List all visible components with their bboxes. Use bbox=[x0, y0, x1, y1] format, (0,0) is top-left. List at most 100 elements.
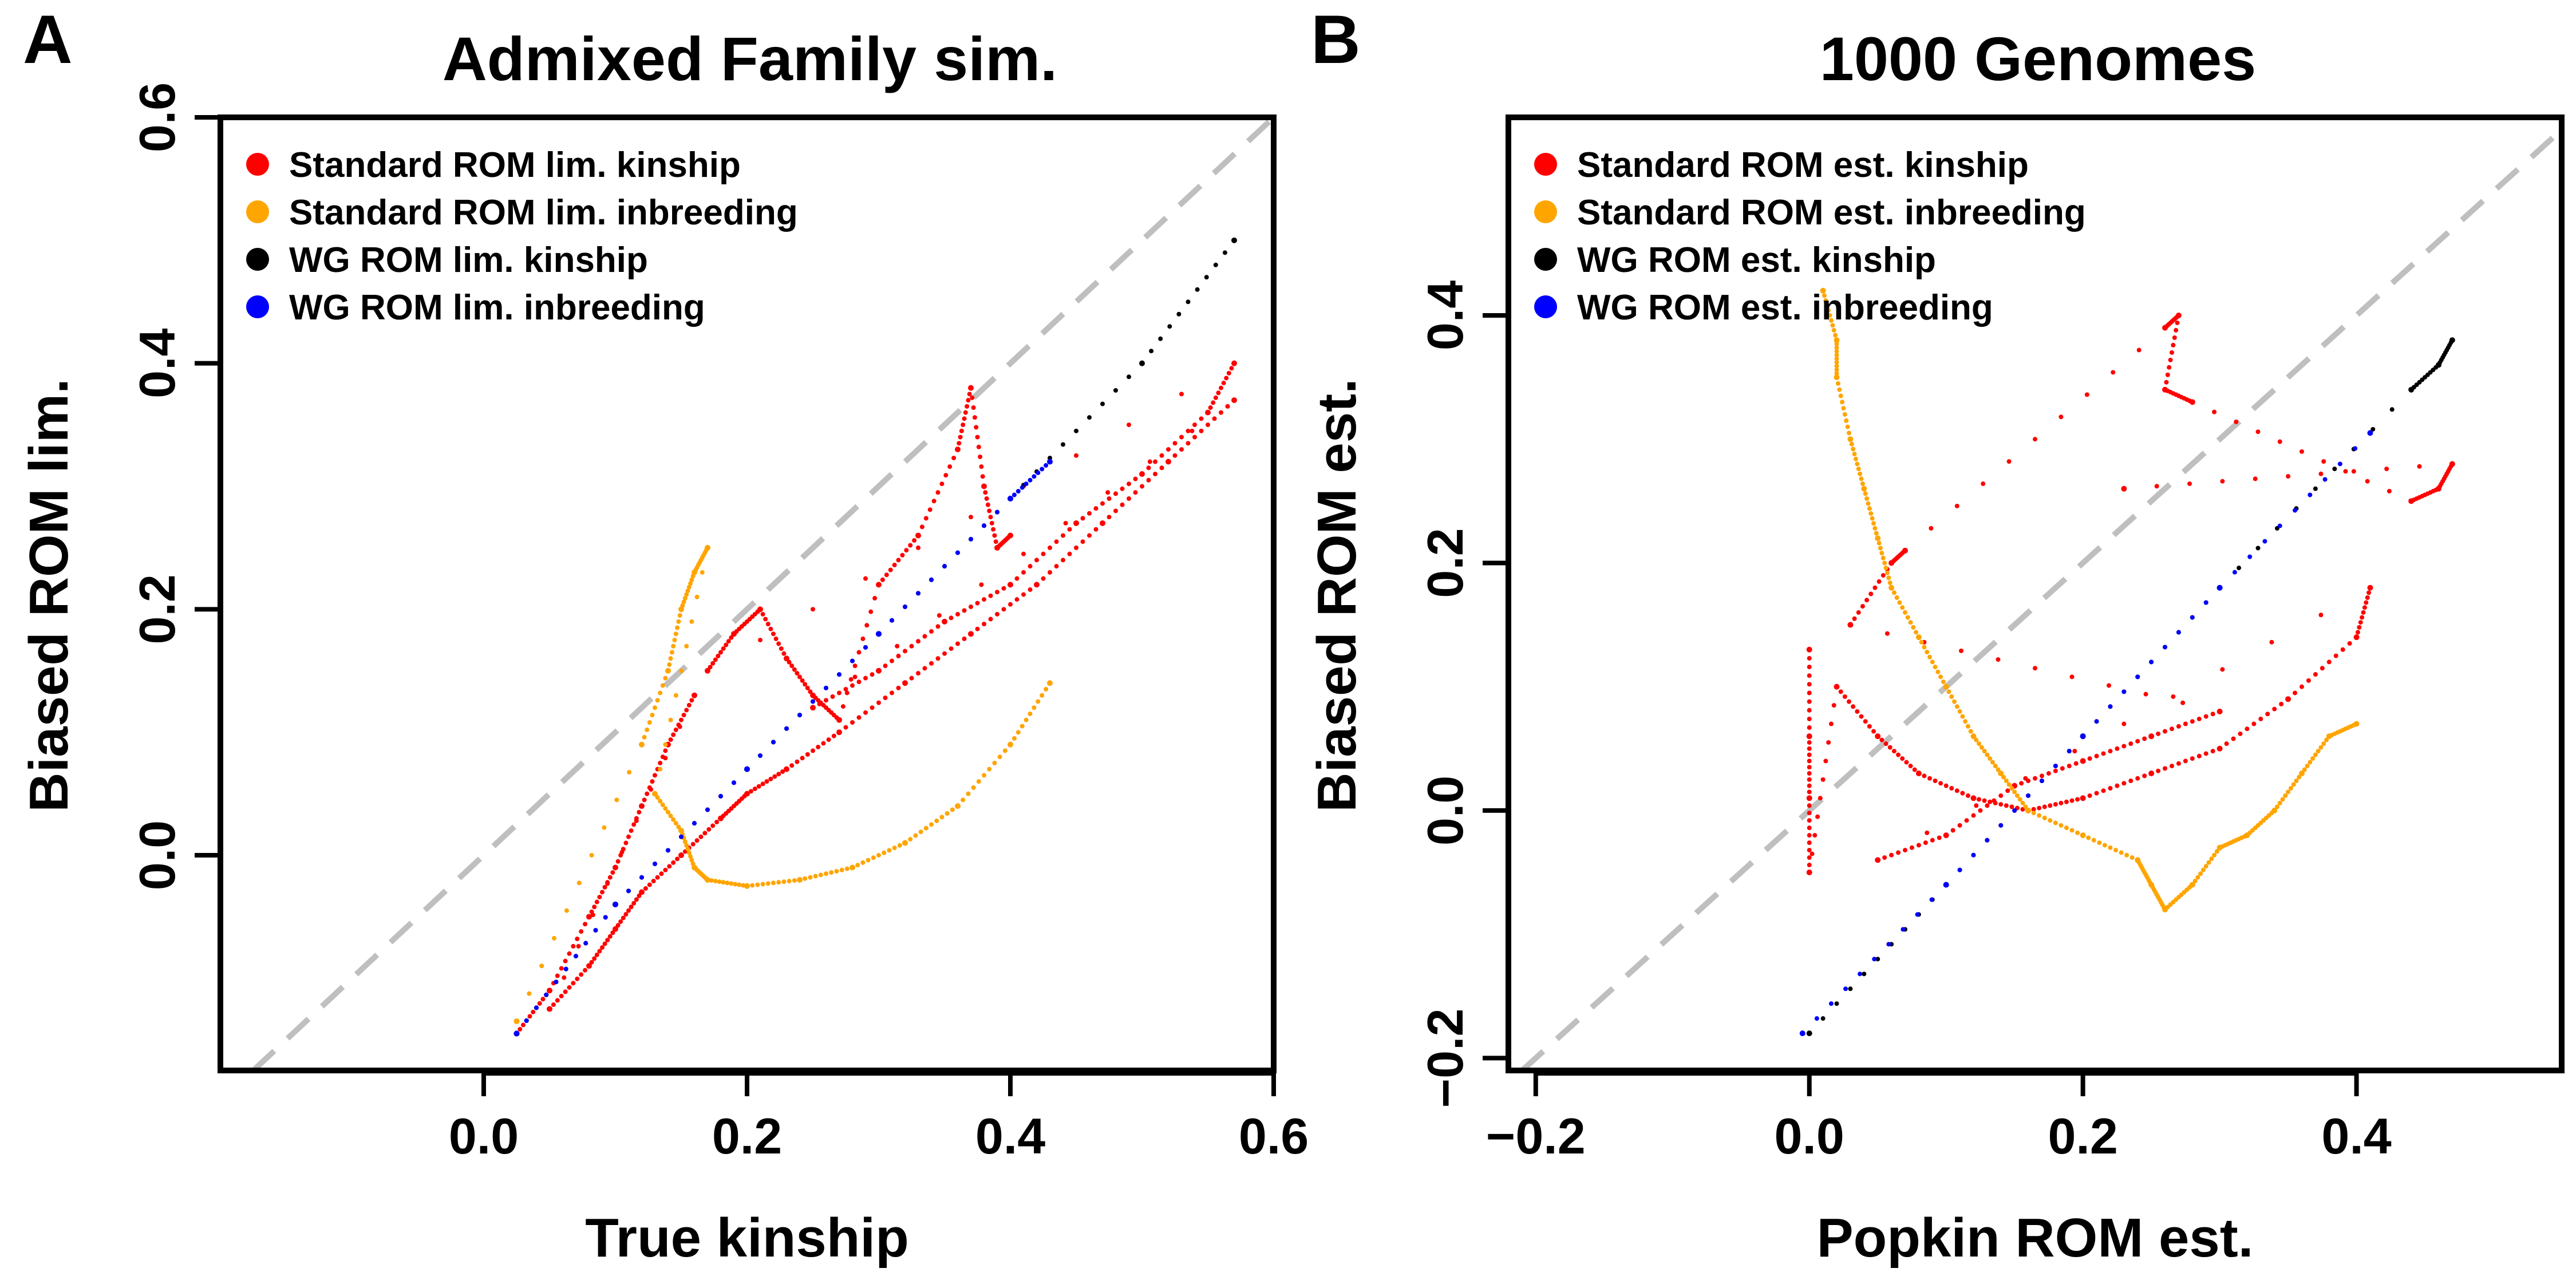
panel-b-legend-marker bbox=[1534, 248, 1557, 271]
panel-b-point bbox=[1806, 795, 1812, 801]
panel-b-point bbox=[2175, 312, 2182, 318]
panel-b-point bbox=[2255, 429, 2261, 434]
panel-b-point bbox=[1996, 767, 2001, 772]
panel-b-point bbox=[2367, 430, 2373, 436]
panel-a-point bbox=[642, 734, 647, 740]
panel-a-point bbox=[590, 912, 595, 918]
panel-b-point bbox=[2283, 793, 2288, 798]
panel-b-point bbox=[1861, 485, 1867, 492]
panel-b-point bbox=[2214, 849, 2219, 854]
panel-b-point bbox=[1818, 796, 1823, 801]
panel-a-point bbox=[667, 864, 672, 869]
panel-a-point bbox=[935, 624, 941, 629]
panel-b-point bbox=[1864, 496, 1870, 501]
panel-a-point bbox=[982, 622, 986, 627]
panel-b-point bbox=[1968, 729, 1973, 734]
panel-b-point bbox=[1965, 724, 1970, 729]
panel-b-point bbox=[2172, 335, 2177, 340]
panel-b-point bbox=[2053, 802, 2058, 807]
panel-a-point bbox=[1113, 491, 1118, 496]
panel-a-point bbox=[675, 856, 680, 862]
panel-a-point bbox=[755, 882, 760, 887]
panel-a-point bbox=[1147, 459, 1152, 464]
panel-b-legend-label: Standard ROM est. inbreeding bbox=[1577, 193, 2086, 232]
panel-a-point bbox=[629, 828, 634, 833]
panel-a-point bbox=[937, 613, 942, 618]
panel-b-point bbox=[1875, 957, 1880, 962]
panel-b-point bbox=[1933, 779, 1938, 784]
panel-a-point bbox=[1107, 496, 1112, 501]
panel-a-point bbox=[1206, 422, 1210, 428]
panel-a-legend-label: Standard ROM lim. kinship bbox=[289, 145, 741, 185]
panel-b-point bbox=[1902, 848, 1907, 853]
panel-b-point bbox=[1834, 374, 1840, 381]
panel-b-y-tick-label: 0.4 bbox=[1417, 280, 1473, 350]
panel-b-point bbox=[2449, 461, 2455, 467]
panel-b-point bbox=[1981, 481, 1986, 487]
panel-b-series-3 bbox=[1799, 430, 2373, 1037]
panel-b-point bbox=[2026, 793, 2031, 798]
panel-a-point bbox=[929, 629, 934, 634]
panel-a-point bbox=[576, 944, 581, 949]
panel-a-point bbox=[653, 862, 657, 867]
panel-b-point bbox=[1815, 814, 1820, 819]
panel-a-point bbox=[1087, 511, 1092, 516]
panel-b-point bbox=[2258, 716, 2263, 721]
panel-b-point bbox=[1960, 714, 1965, 719]
panel-a-point bbox=[883, 696, 888, 701]
panel-a-point bbox=[602, 884, 607, 890]
panel-a-point bbox=[705, 544, 710, 551]
panel-b-point bbox=[1855, 461, 1860, 467]
panel-a-point bbox=[671, 732, 676, 737]
panel-a-point bbox=[639, 889, 645, 895]
panel-a-point bbox=[610, 930, 615, 935]
panel-b-point bbox=[1807, 665, 1812, 670]
panel-b-point bbox=[1884, 631, 1890, 636]
panel-b-point bbox=[2340, 647, 2345, 652]
panel-a: A Admixed Family sim. 0.0 0.2 0.4 0.6 0.0 0.2… bbox=[18, 1, 1309, 1269]
panel-a-point bbox=[626, 908, 631, 913]
panel-a-point bbox=[975, 434, 980, 440]
panel-a-point bbox=[665, 667, 671, 674]
panel-b-y-tick-label: −0.2 bbox=[1417, 1009, 1473, 1108]
panel-b-point bbox=[2073, 761, 2079, 766]
panel-b-point bbox=[1957, 709, 1962, 714]
panel-a-point bbox=[1146, 477, 1151, 483]
panel-a-point bbox=[1179, 434, 1184, 440]
panel-b-point bbox=[2039, 779, 2044, 784]
panel-a-point bbox=[1165, 459, 1171, 465]
panel-a-point bbox=[706, 827, 712, 832]
panel-b-point bbox=[1905, 615, 1910, 620]
panel-a-point bbox=[705, 667, 710, 674]
panel-a-point bbox=[686, 850, 692, 855]
panel-a-point bbox=[931, 499, 937, 504]
panel-b-point bbox=[2108, 704, 2113, 709]
panel-b-point bbox=[1883, 741, 1888, 746]
panel-a-point bbox=[1224, 376, 1229, 381]
panel-a-point bbox=[717, 879, 722, 884]
panel-a-point bbox=[1127, 481, 1131, 487]
panel-a-point bbox=[903, 605, 907, 610]
panel-b-point bbox=[1867, 506, 1872, 511]
panel-b-point bbox=[2210, 749, 2215, 754]
panel-b-point bbox=[1834, 368, 1839, 373]
panel-b-point bbox=[1888, 584, 1895, 591]
panel-a-series-1 bbox=[513, 544, 1053, 1025]
panel-b-point bbox=[2102, 843, 2107, 848]
panel-a-point bbox=[942, 564, 947, 569]
panel-a-point bbox=[709, 878, 714, 883]
panel-a-point bbox=[955, 447, 961, 453]
panel-a-point bbox=[1016, 730, 1021, 735]
panel-a-point bbox=[1032, 474, 1037, 479]
panel-a-point bbox=[689, 858, 694, 863]
panel-b-point bbox=[2313, 752, 2318, 757]
panel-b-point bbox=[1922, 645, 1927, 650]
panel-a-point bbox=[781, 651, 787, 656]
panel-a-point bbox=[992, 533, 997, 538]
panel-b-point bbox=[1860, 604, 1865, 609]
panel-a-point bbox=[844, 690, 850, 696]
panel-a-axes: 0.0 0.2 0.4 0.6 0.0 0.2 0.4 0.6 bbox=[129, 82, 1309, 1164]
panel-a-point bbox=[686, 702, 692, 708]
panel-b-point bbox=[1900, 605, 1905, 610]
panel-a-point bbox=[1133, 476, 1138, 481]
